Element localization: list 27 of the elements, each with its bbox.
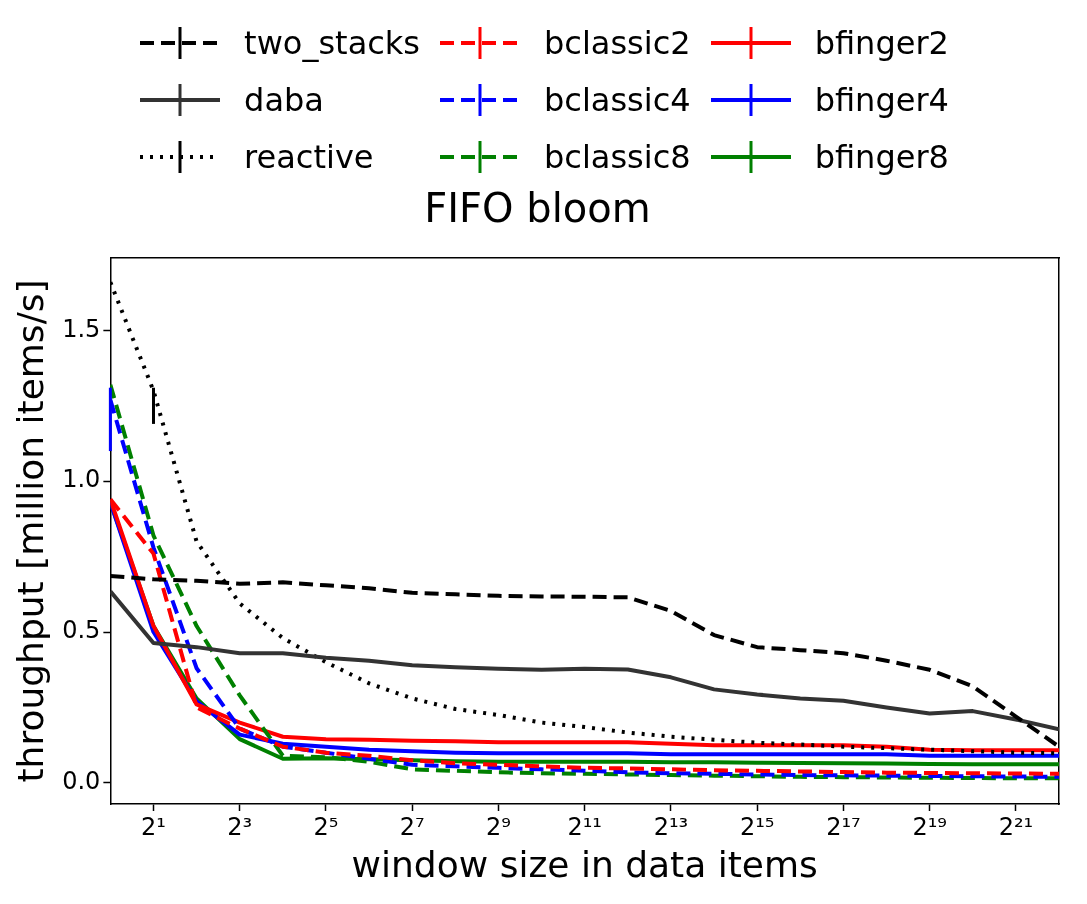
x-tick-label: 2¹⁵ [739, 812, 775, 841]
x-tick-label: 2¹⁹ [912, 812, 947, 841]
chart-title: FIFO bloom [424, 185, 651, 232]
legend-label: bclassic2 [544, 23, 691, 62]
x-tick-label: 2³ [227, 812, 253, 841]
y-tick-label: 0.5 [62, 616, 101, 645]
x-tick-label: 2¹ [141, 812, 166, 841]
x-tick-label: 2⁵ [313, 812, 339, 841]
x-tick-label: 2²¹ [998, 812, 1034, 841]
legend-label: bclassic8 [544, 137, 691, 176]
legend-label: bclassic4 [544, 80, 691, 119]
x-tick-label: 2¹³ [653, 812, 689, 841]
x-tick-label: 2⁷ [399, 812, 425, 841]
legend-label: bfinger2 [814, 23, 949, 62]
y-tick-label: 1.0 [62, 465, 101, 494]
x-tick-label: 2⁹ [486, 812, 511, 841]
x-tick-label: 2¹¹ [567, 812, 602, 841]
y-tick-label: 1.5 [62, 314, 101, 343]
legend-label: bfinger8 [814, 137, 949, 176]
legend-label: two_stacks [244, 23, 421, 62]
x-tick-label: 2¹⁷ [826, 812, 861, 841]
y-tick-label: 0.0 [62, 767, 101, 796]
x-axis-title: window size in data items [351, 843, 818, 885]
legend-label: daba [244, 80, 324, 119]
y-axis-title: throughput [million items/s] [9, 279, 51, 783]
legend-label: bfinger4 [814, 80, 949, 119]
legend-label: reactive [244, 137, 374, 176]
